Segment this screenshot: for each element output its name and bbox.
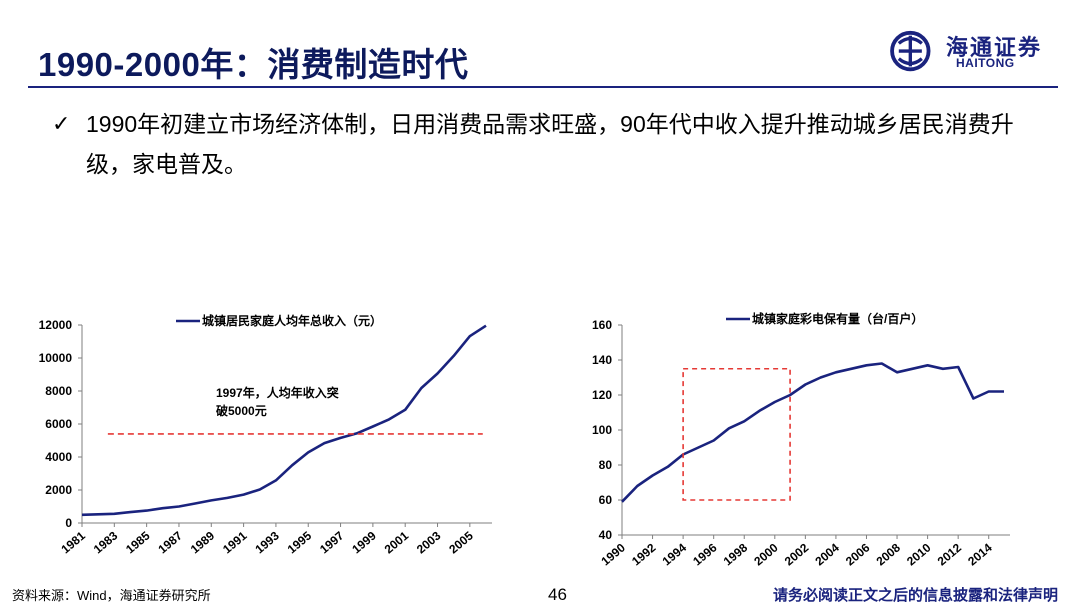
y-tick-label: 100: [592, 423, 612, 437]
summary-bullet: ✓ 1990年初建立市场经济体制，日用消费品需求旺盛，90年代中收入提升推动城乡…: [52, 104, 1042, 184]
x-tick-label: 1990: [598, 540, 628, 568]
check-icon: ✓: [52, 111, 71, 136]
logo-chinese-name: 海通证券: [946, 35, 1043, 61]
y-tick-label: 160: [592, 318, 612, 332]
y-tick-label: 4000: [45, 450, 72, 464]
x-tick-label: 2014: [965, 540, 995, 568]
x-tick-label: 2012: [935, 540, 965, 568]
x-tick-label: 1995: [285, 528, 315, 556]
x-tick-label: 1998: [721, 540, 751, 568]
title-divider: [28, 86, 1058, 88]
x-tick-label: 2004: [812, 540, 842, 568]
haitong-logo-icon: [890, 30, 931, 72]
summary-text: 1990年初建立市场经济体制，日用消费品需求旺盛，90年代中收入提升推动城乡居民…: [86, 111, 1014, 177]
logo-english-name: HAITONG: [956, 56, 1015, 70]
x-tick-label: 1987: [155, 528, 185, 556]
annotation-text: 1997年，人均年收入突: [216, 385, 339, 400]
x-tick-label: 2003: [414, 528, 444, 556]
page-number: 46: [548, 585, 567, 604]
x-tick-label: 1992: [629, 540, 659, 568]
x-tick-label: 1993: [252, 528, 282, 556]
x-tick-label: 1996: [690, 540, 720, 568]
x-tick-label: 2000: [751, 540, 781, 568]
legal-disclaimer: 请务必阅读正文之后的信息披露和法律声明: [773, 587, 1059, 604]
legend-label: 城镇居民家庭人均年总收入（元）: [202, 313, 382, 328]
x-tick-label: 2001: [382, 528, 412, 556]
y-tick-label: 0: [65, 516, 72, 530]
x-tick-label: 1994: [660, 540, 690, 568]
y-tick-label: 40: [599, 528, 613, 542]
x-tick-label: 1991: [220, 528, 250, 556]
x-tick-label: 2005: [446, 528, 476, 556]
y-tick-label: 120: [592, 388, 612, 402]
x-tick-label: 1999: [349, 528, 379, 556]
x-tick-label: 1985: [123, 528, 153, 556]
x-tick-label: 1989: [188, 528, 218, 556]
x-tick-label: 2002: [782, 540, 812, 568]
annotation-text: 破5000元: [216, 403, 267, 418]
y-tick-label: 12000: [39, 318, 73, 332]
x-tick-label: 1983: [91, 528, 121, 556]
y-tick-label: 140: [592, 353, 612, 367]
highlight-box: [682, 367, 791, 501]
y-tick-label: 10000: [39, 351, 73, 365]
y-tick-label: 8000: [45, 384, 72, 398]
series-line: [621, 362, 1004, 503]
page-title: 1990-2000年：消费制造时代: [38, 46, 469, 83]
y-tick-label: 2000: [45, 483, 72, 497]
legend-label: 城镇家庭彩电保有量（台/百户）: [752, 311, 923, 326]
x-tick-label: 1981: [58, 528, 88, 556]
x-tick-label: 1997: [317, 528, 347, 556]
y-tick-label: 6000: [45, 417, 72, 431]
series-line: [81, 324, 487, 517]
y-tick-label: 80: [599, 458, 613, 472]
y-tick-label: 60: [599, 493, 613, 507]
x-tick-label: 2006: [843, 540, 873, 568]
x-tick-label: 2008: [874, 540, 904, 568]
source-note: 资料来源：Wind，海通证券研究所: [12, 588, 211, 603]
x-tick-label: 2010: [904, 540, 934, 568]
